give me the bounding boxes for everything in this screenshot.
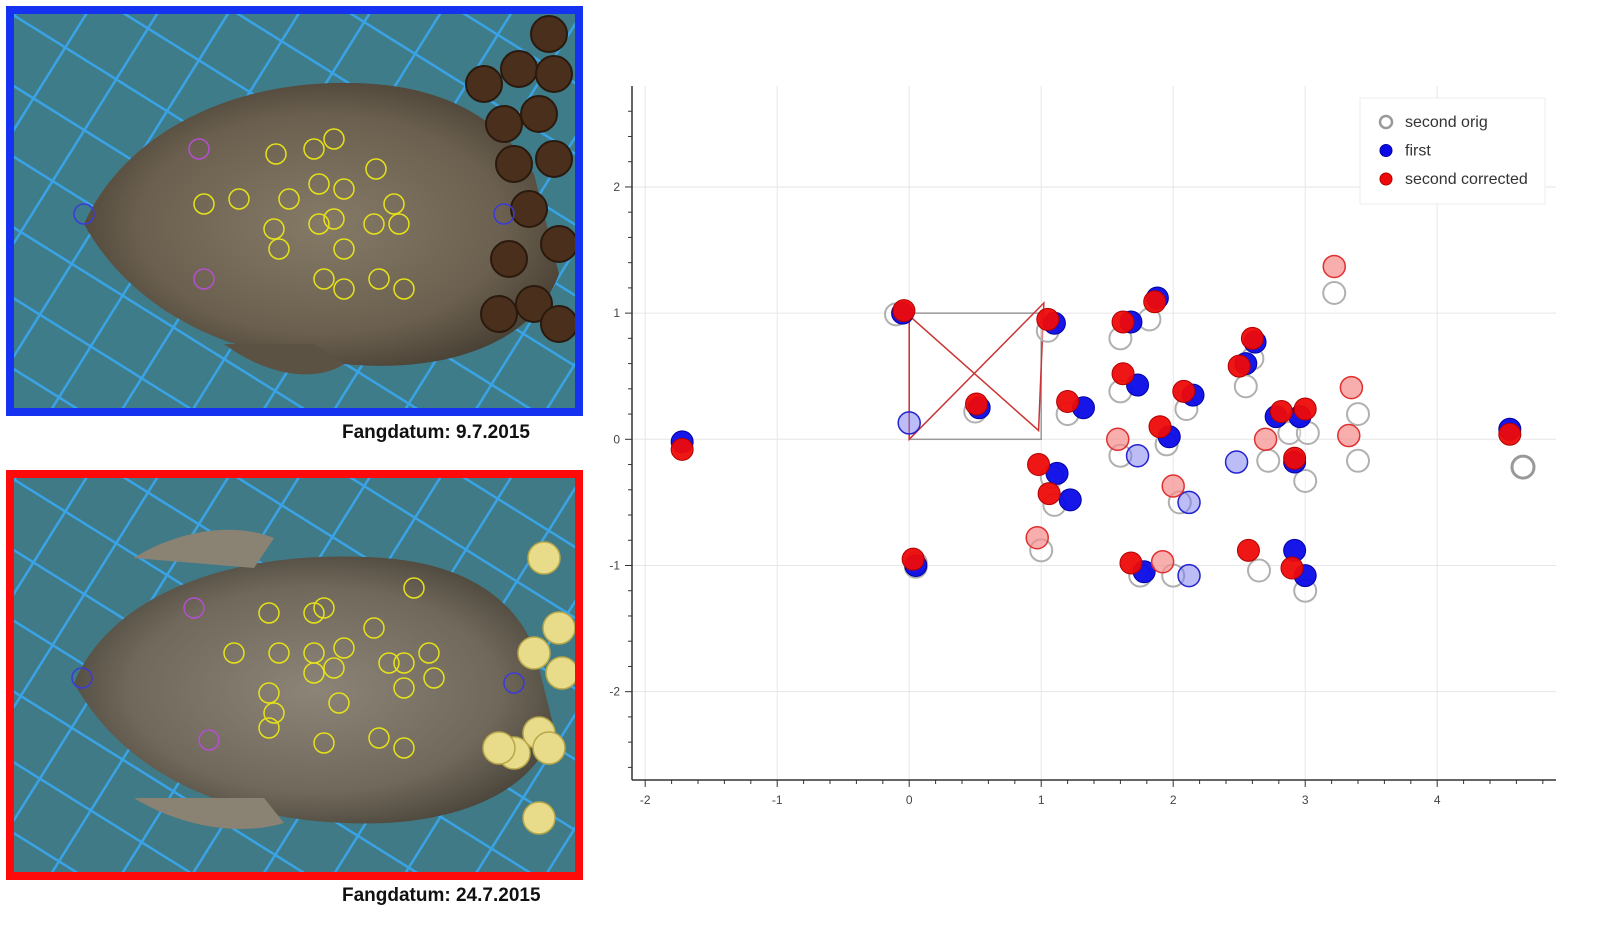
- point-first: [1177, 490, 1201, 515]
- point-second-corrected: [1056, 389, 1080, 413]
- photo-frame-first-capture: [6, 6, 583, 416]
- toad-photo-first-capture: [14, 14, 575, 408]
- legend: second orig first second corrected: [1359, 97, 1546, 205]
- point-second-orig: [1346, 448, 1370, 473]
- point-second-orig: [1256, 448, 1281, 473]
- point-second-corrected: [965, 392, 989, 416]
- y-tick-label: 1: [613, 306, 620, 320]
- point-second-corrected: [1161, 474, 1185, 498]
- point-second-corrected: [1293, 397, 1317, 421]
- point-second-corrected: [1172, 379, 1196, 403]
- legend-label: second orig: [1405, 114, 1488, 131]
- point-second-corrected: [1227, 354, 1251, 378]
- x-tick-label: -2: [640, 793, 651, 807]
- point-second-corrected: [1280, 556, 1304, 580]
- x-tick-label: 3: [1302, 793, 1309, 807]
- point-second-corrected: [1322, 254, 1346, 279]
- point-second-orig: [1346, 402, 1370, 427]
- point-first: [1125, 443, 1150, 468]
- point-second-corrected: [1037, 482, 1061, 506]
- point-second-corrected: [1027, 453, 1051, 477]
- point-second-corrected: [1240, 326, 1264, 350]
- legend-label: first: [1405, 143, 1431, 160]
- photo-frame-second-capture: [6, 470, 583, 880]
- x-tick-label: 2: [1170, 793, 1177, 807]
- point-second-orig: [1322, 280, 1347, 305]
- legend-marker: [1378, 114, 1394, 130]
- point-second-corrected: [1337, 423, 1361, 448]
- point-second-corrected: [1119, 551, 1143, 575]
- point-second-corrected: [1148, 415, 1172, 439]
- point-second-corrected: [901, 547, 925, 571]
- data-points: [670, 254, 1536, 603]
- point-first: [1224, 450, 1249, 474]
- point-second-corrected: [1150, 549, 1175, 574]
- point-second-corrected: [1283, 446, 1307, 470]
- photo-caption-first-capture: Fangdatum: 9.7.2015: [342, 422, 530, 443]
- point-second-orig: [1293, 468, 1318, 493]
- point-second-corrected: [670, 437, 694, 461]
- x-tick-label: 4: [1434, 793, 1441, 807]
- point-second-corrected: [1339, 375, 1364, 400]
- toad-photo-second-capture: [14, 478, 575, 872]
- y-tick-label: -2: [609, 685, 620, 699]
- point-second-orig: [1233, 374, 1258, 399]
- point-first: [1058, 488, 1082, 512]
- y-tick-label: 0: [613, 432, 620, 446]
- point-second-corrected: [1269, 400, 1293, 424]
- corrected-reference-square: [908, 301, 1045, 442]
- point-second-corrected: [1143, 290, 1167, 314]
- point-first: [897, 411, 921, 435]
- point-second-orig: [1247, 558, 1271, 583]
- y-tick-label: 2: [613, 180, 620, 194]
- point-second-orig: [1277, 421, 1302, 445]
- y-tick-label: -1: [609, 558, 620, 572]
- point-second-corrected: [1253, 427, 1278, 452]
- point-second-corrected: [1036, 307, 1060, 331]
- legend-marker: [1379, 144, 1393, 157]
- point-second-corrected: [892, 299, 916, 323]
- point-second-orig: [1510, 454, 1536, 480]
- x-tick-label: 0: [906, 793, 913, 807]
- point-second-corrected: [1498, 422, 1522, 446]
- photo-caption-second-capture: Fangdatum: 24.7.2015: [342, 885, 541, 906]
- point-second-corrected: [1025, 525, 1049, 550]
- point-second-corrected: [1111, 310, 1135, 334]
- x-tick-label: -1: [772, 793, 783, 807]
- legend-label: second corrected: [1405, 171, 1528, 188]
- reference-boxes: [908, 301, 1045, 442]
- point-second-corrected: [1106, 427, 1130, 452]
- plot-axes: -2 -1 0 1 2 3 4 -2 -1 0 1 2: [609, 86, 1556, 807]
- point-first: [1177, 563, 1201, 588]
- point-second-corrected: [1236, 538, 1260, 562]
- point-first: [1045, 461, 1069, 485]
- legend-marker: [1379, 172, 1393, 186]
- point-second-corrected: [1111, 362, 1135, 386]
- x-tick-label: 1: [1038, 793, 1045, 807]
